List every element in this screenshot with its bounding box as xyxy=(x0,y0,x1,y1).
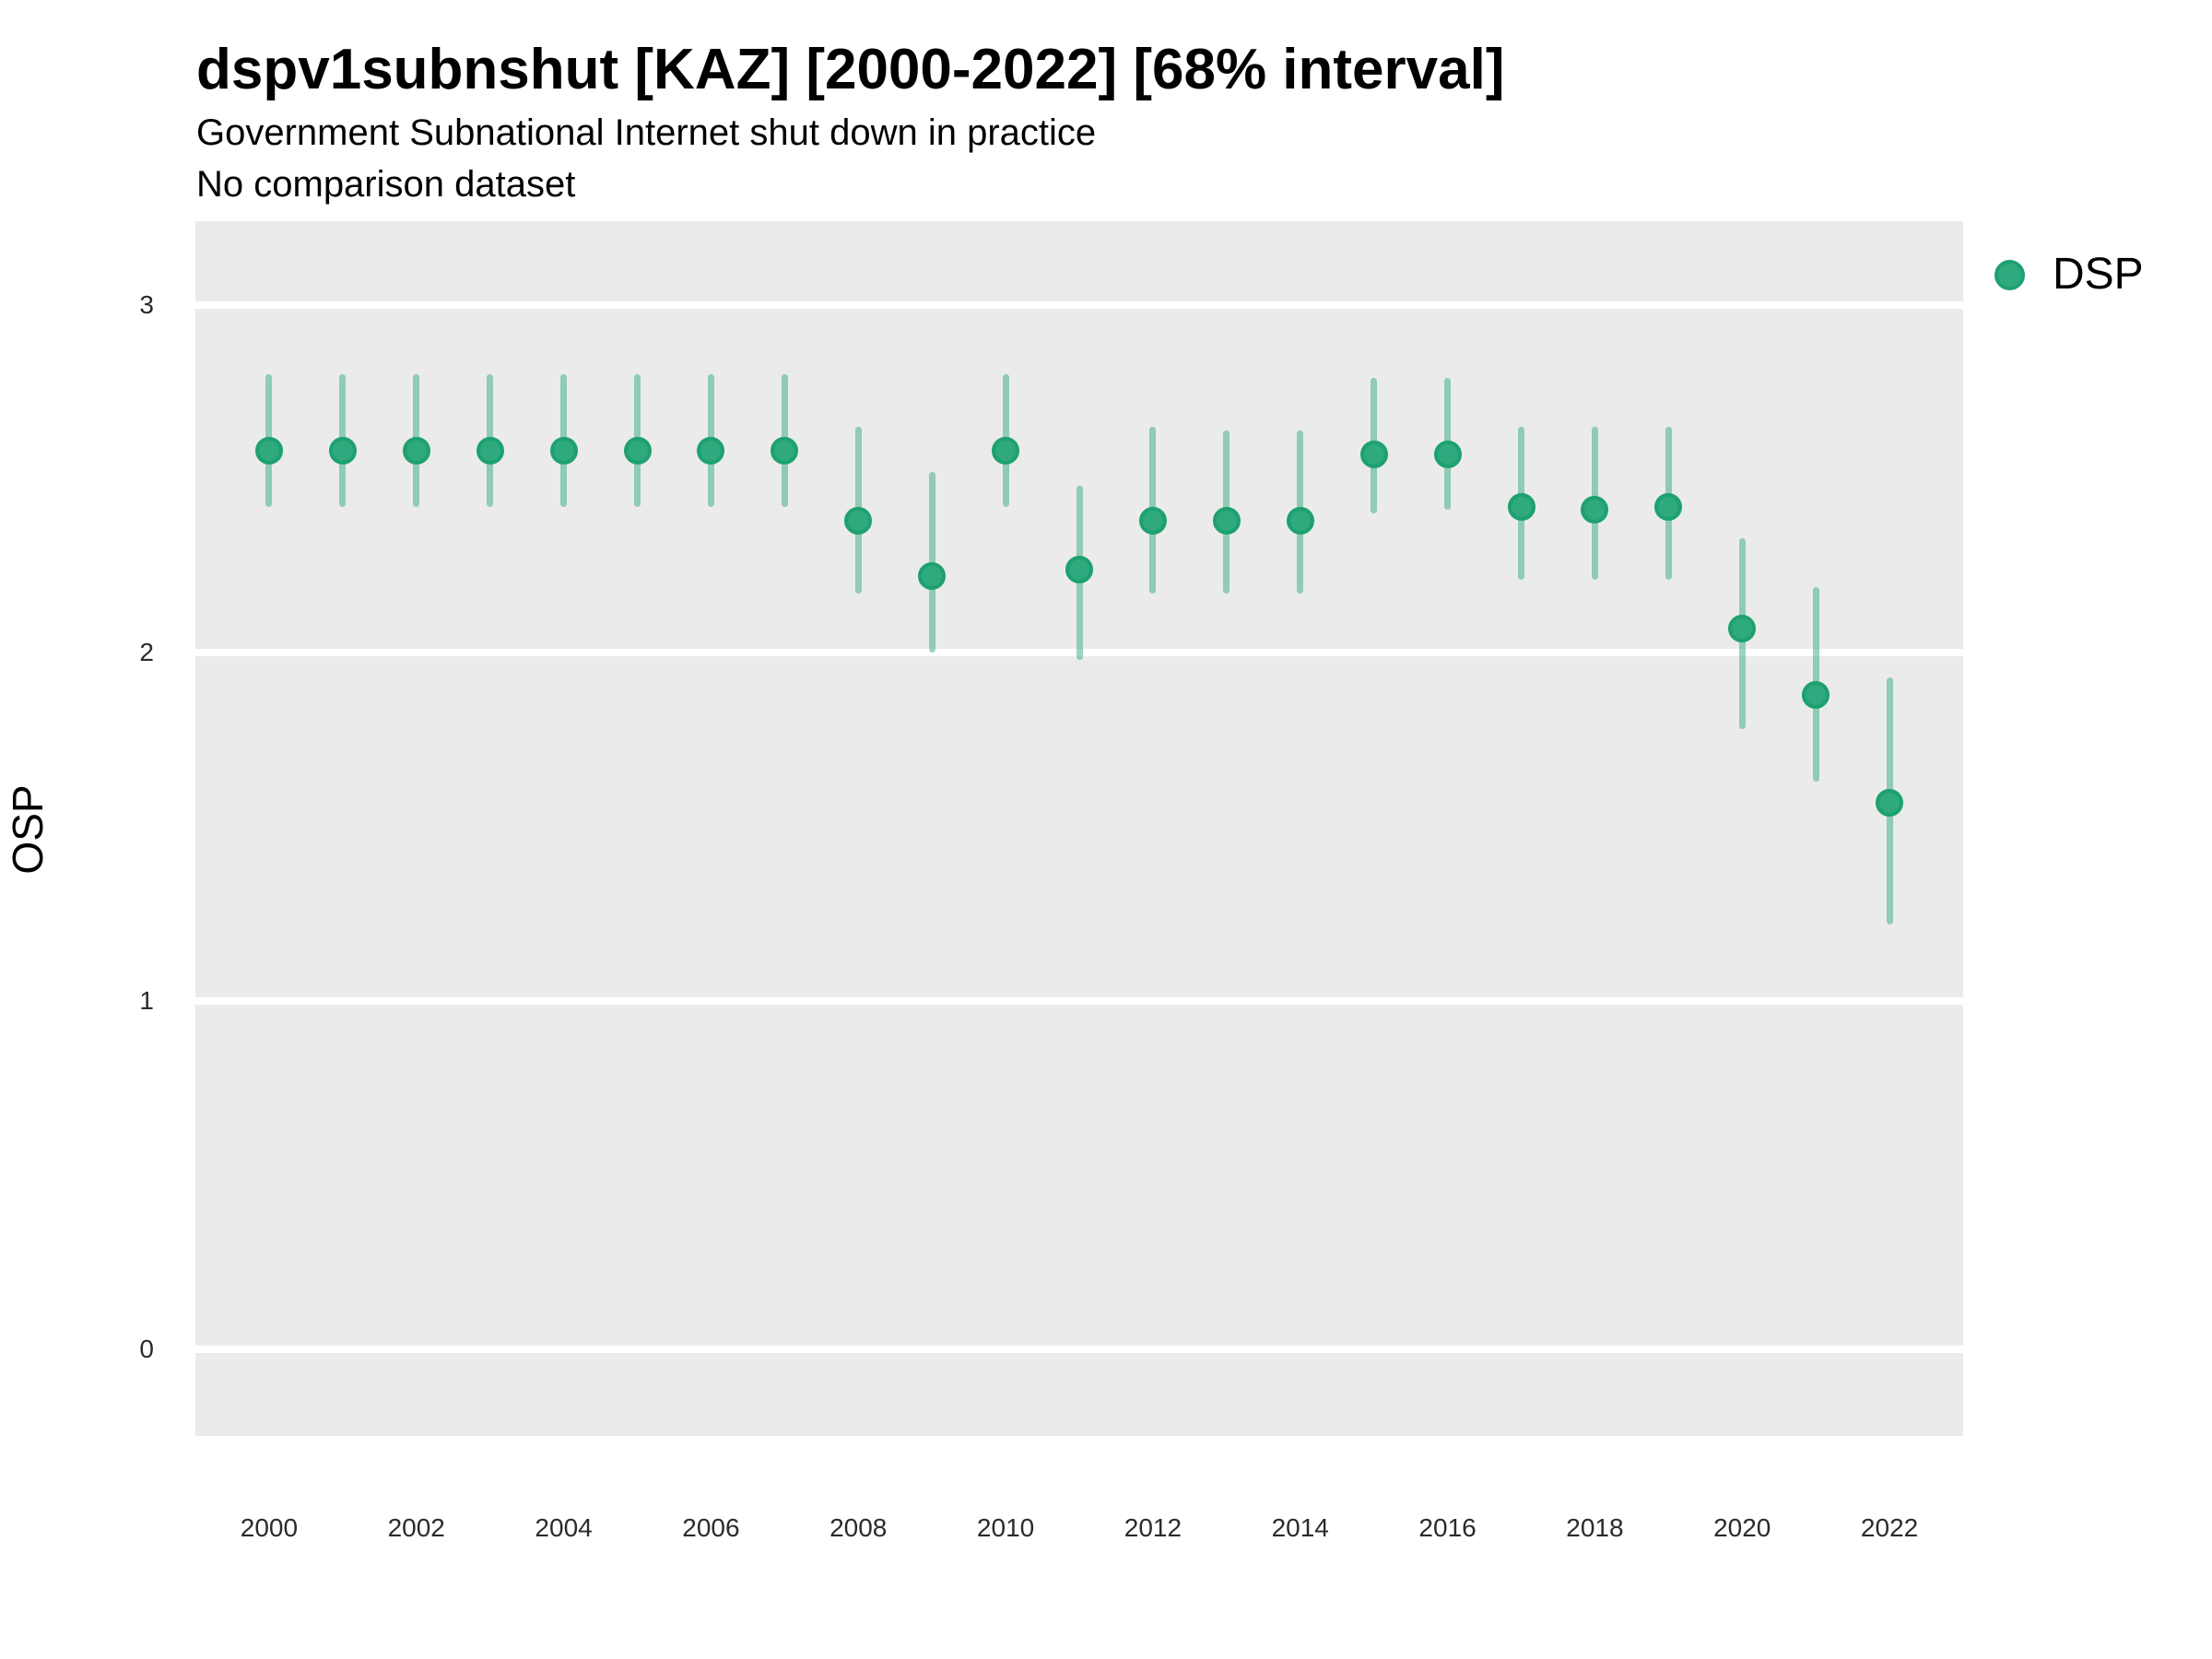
plot-panel xyxy=(195,221,1963,1436)
point-2001 xyxy=(328,437,357,465)
gridline-y-0 xyxy=(195,1345,1963,1353)
y-axis-title: OSP xyxy=(4,784,52,875)
point-2003 xyxy=(476,437,504,465)
chart-subtitle: Government Subnational Internet shut dow… xyxy=(196,112,1097,153)
x-tick-label-2006: 2006 xyxy=(682,1513,740,1542)
x-tick-label-2008: 2008 xyxy=(830,1513,888,1542)
point-2017 xyxy=(1507,492,1535,521)
point-2014 xyxy=(1286,506,1314,535)
y-tick-label-1: 1 xyxy=(139,985,154,1015)
point-2021 xyxy=(1802,680,1830,709)
gridline-y-1 xyxy=(195,996,1963,1005)
y-tick-label-0: 0 xyxy=(139,1334,154,1363)
point-2015 xyxy=(1359,441,1388,469)
chart-title: dspv1subnshut [KAZ] [2000-2022] [68% int… xyxy=(196,38,1505,101)
point-2011 xyxy=(1065,555,1093,583)
point-2009 xyxy=(918,562,947,591)
point-2002 xyxy=(402,437,430,465)
point-2012 xyxy=(1138,506,1167,535)
gridline-y-2 xyxy=(195,649,1963,657)
x-tick-label-2014: 2014 xyxy=(1271,1513,1329,1542)
point-2000 xyxy=(254,437,283,465)
y-tick-label-2: 2 xyxy=(139,638,154,667)
x-tick-label-2004: 2004 xyxy=(535,1513,593,1542)
chart-note: No comparison dataset xyxy=(196,164,576,205)
legend-label: DSP xyxy=(2053,250,2144,299)
legend: DSP xyxy=(1994,253,2144,297)
point-2006 xyxy=(697,437,725,465)
point-2007 xyxy=(771,437,799,465)
point-2016 xyxy=(1433,441,1462,469)
y-tick-label-3: 3 xyxy=(139,289,154,319)
point-2019 xyxy=(1654,492,1683,521)
interval-bar-2009 xyxy=(928,471,935,653)
x-tick-label-2022: 2022 xyxy=(1860,1513,1919,1542)
gridline-y-3 xyxy=(195,300,1963,309)
point-2005 xyxy=(623,437,652,465)
legend-point-icon xyxy=(1994,259,2025,290)
x-tick-label-2010: 2010 xyxy=(976,1513,1035,1542)
x-tick-label-2016: 2016 xyxy=(1418,1513,1477,1542)
point-2013 xyxy=(1212,506,1241,535)
x-tick-label-2002: 2002 xyxy=(387,1513,445,1542)
point-2022 xyxy=(1876,788,1904,817)
point-2008 xyxy=(844,506,873,535)
point-2010 xyxy=(992,437,1020,465)
x-tick-label-2000: 2000 xyxy=(240,1513,299,1542)
x-tick-label-2012: 2012 xyxy=(1124,1513,1182,1542)
x-tick-label-2018: 2018 xyxy=(1566,1513,1624,1542)
x-tick-label-2020: 2020 xyxy=(1713,1513,1771,1542)
point-2020 xyxy=(1728,614,1757,642)
point-2018 xyxy=(1581,496,1609,524)
point-2004 xyxy=(549,437,578,465)
